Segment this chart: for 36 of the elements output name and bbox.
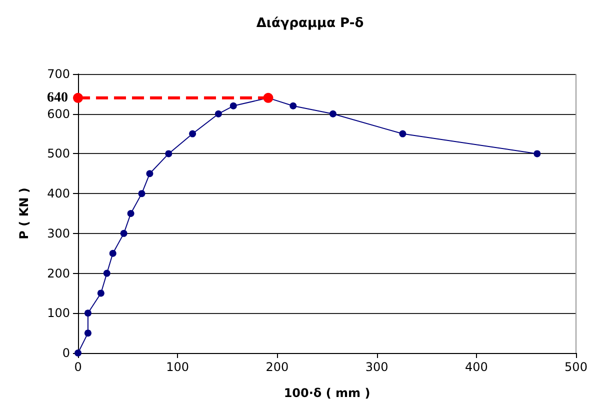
point [290, 102, 297, 110]
chart-title: Διάγραμμα P-δ [256, 16, 364, 31]
point [120, 230, 128, 237]
x-tick-label: 300 [365, 360, 388, 374]
y-tick-label: 100 [47, 306, 70, 320]
point [84, 310, 92, 317]
point [127, 210, 134, 217]
annotation: 640 [47, 90, 68, 106]
point [146, 170, 154, 178]
point [103, 270, 110, 277]
x-tick-label: 400 [464, 360, 488, 374]
y-tick-label: 500 [47, 146, 70, 161]
x-axis-title: 100·δ ( mm ) [284, 386, 370, 400]
y-axis-title: P ( KN ) [17, 188, 31, 240]
point [329, 110, 336, 118]
x-tick-label: 500 [564, 360, 588, 374]
y-tick-label: 400 [47, 186, 70, 201]
point [97, 290, 104, 297]
point [399, 130, 406, 138]
point [230, 102, 237, 110]
y-tick-label: 0 [62, 346, 70, 360]
point [214, 110, 222, 118]
point [138, 190, 146, 198]
y-tick-label: 200 [47, 266, 70, 280]
x-tick-label: 100 [166, 360, 190, 374]
point [84, 330, 92, 337]
x-tick-label: 0 [74, 360, 82, 374]
x-tick-label: 200 [266, 360, 289, 374]
point [165, 150, 172, 158]
y-tick-label: 600 [47, 106, 70, 121]
y-tick-label: 300 [47, 226, 70, 240]
point [534, 150, 541, 158]
point [189, 130, 196, 138]
y-tick-label: 700 [47, 67, 70, 81]
point [73, 92, 83, 103]
point [109, 250, 116, 257]
